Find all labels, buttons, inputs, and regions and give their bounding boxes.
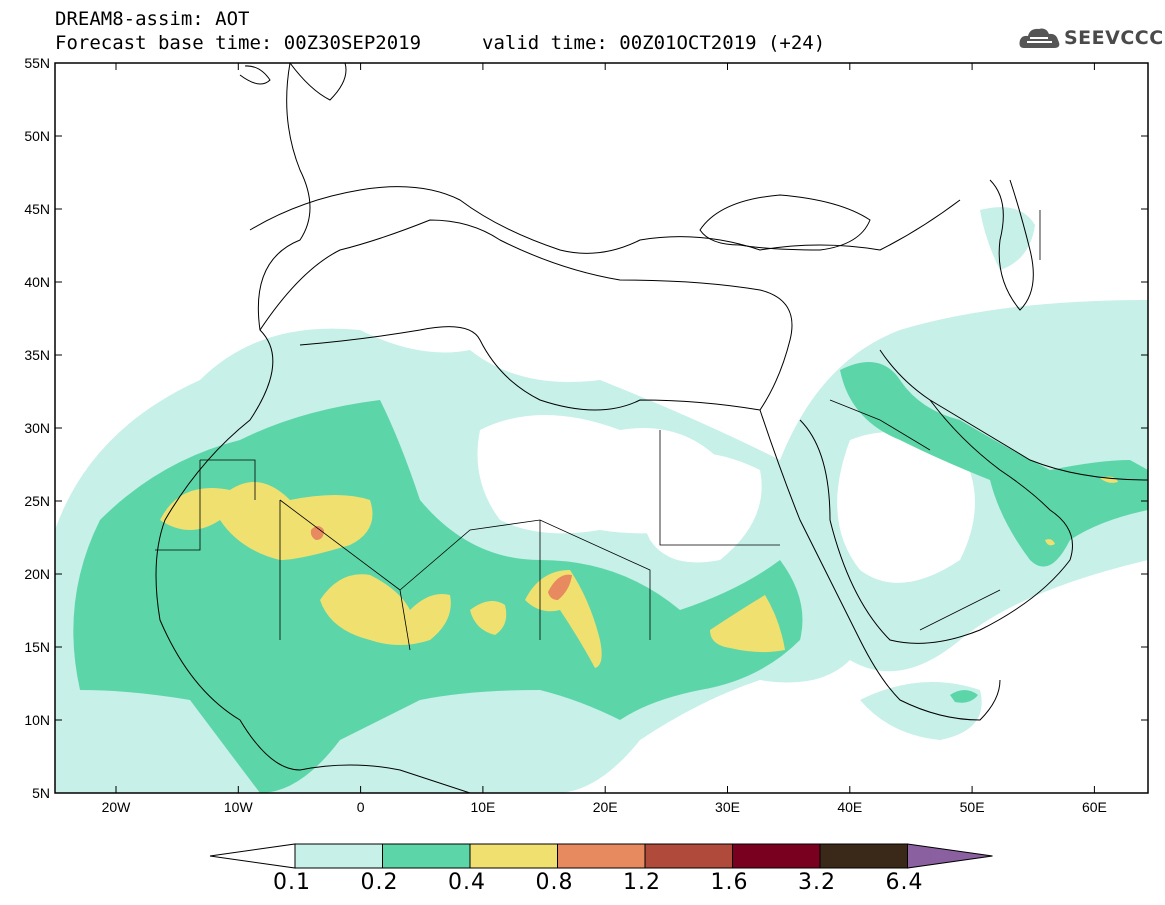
- colorbar-swatch: [819, 843, 908, 869]
- border-lines: [155, 210, 1041, 651]
- lon-tick-label: 20E: [593, 799, 618, 815]
- colorbar-swatch: [732, 843, 821, 869]
- lon-tick-label: 10E: [470, 799, 495, 815]
- colorbar-level-label: 1.6: [710, 870, 749, 895]
- lat-tick-label: 15N: [24, 639, 50, 655]
- coastlines: [155, 63, 1148, 793]
- lon-tick-label: 30E: [715, 799, 740, 815]
- lat-tick-label: 50N: [24, 128, 50, 144]
- logo-text: SEEVCCC: [1064, 27, 1164, 49]
- lat-tick-label: 20N: [24, 566, 50, 582]
- caspian-coast: [989, 179, 1034, 311]
- colorbar-swatch: [382, 843, 471, 869]
- product-title: DREAM8-assim: AOT: [55, 8, 250, 30]
- colorbar-level-label: 0.8: [535, 870, 574, 895]
- longitude-ticks: 20W 10W 0 10E 20E 30E 40E 50E 60E: [102, 63, 1107, 815]
- aot-band-0.4-sudan: [710, 595, 785, 653]
- latitude-ticks: 55N 50N 45N 40N 35N 30N 25N 20N 15N 10N 5N: [24, 55, 1148, 801]
- aot-band-0.4-sahel: [320, 574, 451, 645]
- aot-band-0.4-oman: [1045, 539, 1055, 546]
- lat-tick-label: 35N: [24, 347, 50, 363]
- lon-tick-label: 50E: [960, 799, 985, 815]
- west-africa-coast: [155, 63, 471, 793]
- red-sea-coast: [759, 409, 1001, 721]
- lon-tick-label: 20W: [102, 799, 132, 815]
- colorbar-level-label: 0.2: [360, 870, 399, 895]
- colorbar-swatch: [294, 843, 383, 869]
- borders: [155, 210, 1041, 651]
- europe-coast: [249, 186, 961, 254]
- aot-band-0.1-caspian: [980, 207, 1035, 270]
- lat-tick-label: 10N: [24, 712, 50, 728]
- seevccc-logo: SEEVCCC: [1018, 24, 1163, 56]
- colorbar-swatch: [644, 843, 733, 869]
- colorbar-level-label: 1.2: [623, 870, 661, 895]
- lat-tick-label: 45N: [24, 201, 50, 217]
- aot-field: [55, 207, 1148, 793]
- lon-tick-label: 0: [357, 799, 365, 815]
- colorbar-level-label: 6.4: [885, 870, 924, 895]
- mediterranean-coast: [259, 219, 793, 411]
- colorbar-min-arrow: [209, 843, 296, 869]
- aot-band-0.4-niger: [470, 601, 507, 635]
- valid-time: valid time: 00Z01OCT2019 (+24): [482, 32, 826, 54]
- aot-band-0.4-chad: [525, 570, 602, 668]
- colorbar-level-label: 3.2: [798, 870, 836, 895]
- lat-tick-label: 5N: [32, 785, 50, 801]
- colorbar-swatch: [469, 843, 558, 869]
- lon-tick-label: 60E: [1082, 799, 1107, 815]
- black-sea-coast: [699, 194, 871, 251]
- lat-tick-label: 25N: [24, 493, 50, 509]
- colorbar-level-label: 0.4: [448, 870, 486, 895]
- lon-tick-label: 40E: [837, 799, 862, 815]
- aot-clear-nile: [636, 452, 762, 563]
- british-isles-coast: [239, 63, 347, 101]
- persian-gulf-coast: [929, 399, 1148, 481]
- lat-tick-label: 30N: [24, 420, 50, 436]
- forecast-base-time: Forecast base time: 00Z30SEP2019: [55, 32, 422, 54]
- aot-band-0.2-gulf: [840, 362, 1148, 567]
- aot-clear-arabia: [837, 432, 975, 583]
- lat-tick-label: 40N: [24, 274, 50, 290]
- aot-band-0.8-chad: [548, 574, 572, 600]
- aot-band-0.2-horn: [950, 690, 978, 703]
- colorbar-max-arrow: [907, 843, 993, 869]
- aot-band-0.4: [160, 482, 373, 560]
- aot-band-0.8: [310, 526, 324, 540]
- arabia-coast: [799, 349, 1073, 644]
- cloud-icon: [1019, 28, 1060, 48]
- colorbar: [209, 843, 993, 869]
- lat-tick-label: 55N: [24, 55, 50, 71]
- lon-tick-label: 10W: [224, 799, 254, 815]
- colorbar-level-label: 0.1: [273, 870, 311, 895]
- colorbar-swatch: [557, 843, 646, 869]
